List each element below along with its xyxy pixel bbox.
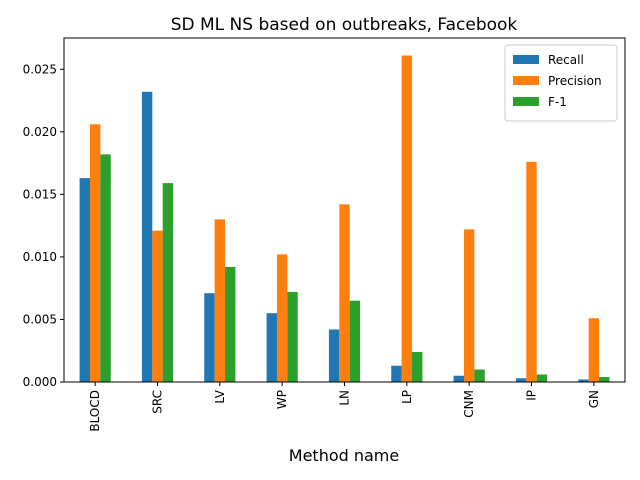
x-tick-label: LN bbox=[338, 390, 352, 406]
bar-f1-gn bbox=[599, 376, 610, 382]
bar-precision-cnm bbox=[463, 229, 475, 382]
plot-area bbox=[79, 55, 610, 382]
bar-precision-src bbox=[152, 230, 163, 382]
bar-precision-gn bbox=[588, 318, 600, 382]
bar-f1-lv bbox=[225, 266, 236, 382]
bar-recall-lp bbox=[391, 365, 402, 382]
x-tick-label: IP bbox=[525, 390, 539, 401]
y-tick-label: 0.015 bbox=[23, 187, 57, 201]
x-tick-label: CNM bbox=[462, 390, 476, 418]
bar-precision-ip bbox=[526, 161, 537, 382]
x-tick-label: SRC bbox=[151, 390, 165, 414]
y-tick-label: 0.010 bbox=[23, 250, 57, 264]
legend-label: Recall bbox=[548, 53, 584, 67]
bar-f1-blocd bbox=[100, 154, 111, 382]
bar-precision-ln bbox=[339, 204, 350, 382]
bar-precision-wp bbox=[276, 254, 288, 382]
axes: 0.000 0.005 0.010 0.015 0.020 0.025 BLOCD SRC LV… bbox=[23, 37, 626, 432]
legend-swatch bbox=[513, 97, 539, 106]
bar-f1-ln bbox=[349, 300, 361, 382]
x-tick-label: BLOCD bbox=[88, 390, 102, 432]
x-tick-label: LV bbox=[213, 389, 227, 403]
bar-recall-src bbox=[141, 91, 153, 382]
legend-label: Precision bbox=[548, 74, 602, 88]
x-tick-label: GN bbox=[587, 390, 601, 408]
bar-recall-lv bbox=[204, 293, 215, 382]
bar-recall-blocd bbox=[79, 178, 90, 382]
bar-f1-wp bbox=[287, 291, 298, 382]
bar-f1-ip bbox=[536, 374, 548, 382]
x-axis-label: Method name bbox=[289, 446, 399, 465]
x-tick-label: WP bbox=[275, 390, 289, 409]
x-tick-label: LP bbox=[400, 390, 414, 404]
bar-f1-lp bbox=[412, 351, 423, 382]
bar-recall-cnm bbox=[453, 375, 464, 382]
bar-recall-gn bbox=[578, 379, 589, 382]
chart-title: SD ML NS based on outbreaks, Facebook bbox=[171, 15, 518, 35]
y-tick-label: 0.020 bbox=[23, 125, 57, 139]
legend-swatch bbox=[513, 76, 539, 85]
y-tick-label: 0.005 bbox=[23, 312, 57, 326]
legend: Recall Precision F-1 bbox=[504, 44, 618, 122]
legend-swatch bbox=[513, 55, 539, 64]
bar-recall-ln bbox=[328, 329, 340, 382]
y-tick-label: 0.025 bbox=[23, 62, 57, 76]
bar-recall-ip bbox=[515, 378, 527, 382]
bar-recall-wp bbox=[266, 313, 277, 382]
bar-precision-lp bbox=[401, 55, 413, 382]
y-tick-label: 0.000 bbox=[23, 375, 57, 389]
bar-f1-cnm bbox=[474, 369, 485, 382]
legend-label: F-1 bbox=[548, 95, 567, 109]
bar-precision-blocd bbox=[89, 124, 101, 382]
bar-f1-src bbox=[162, 183, 174, 382]
bar-precision-lv bbox=[214, 219, 226, 382]
